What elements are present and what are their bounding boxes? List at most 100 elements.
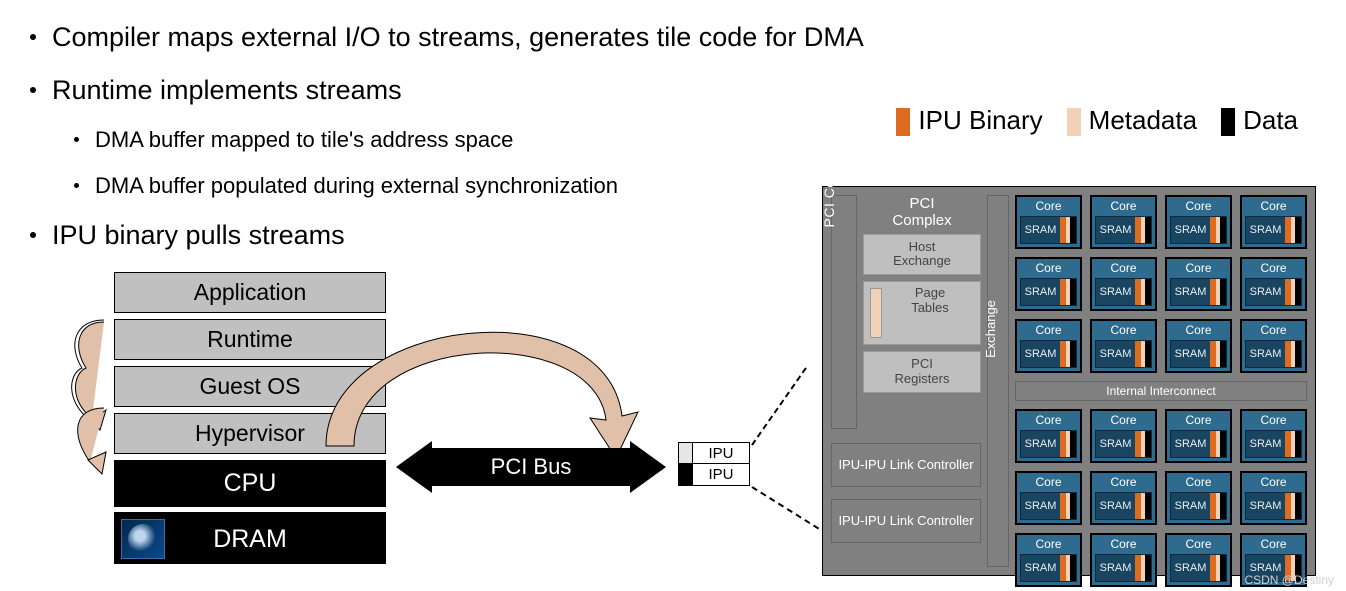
tile: CoreSRAM xyxy=(1090,471,1157,525)
tile: CoreSRAM xyxy=(1090,257,1157,311)
slide: { "bullets": { "b1": "Compiler maps exte… xyxy=(0,0,1346,591)
ipu-link-controller-2: IPU-IPU Link Controller xyxy=(831,499,981,543)
tile: Core SRAM xyxy=(1015,471,1082,525)
tile-stripe-data xyxy=(1220,493,1226,519)
tile-sram: SRAM xyxy=(1095,492,1152,520)
legend-label-0: IPU Binary xyxy=(918,105,1042,135)
ipu-block-diagram: PCI Controller PCI Complex Host Exchange… xyxy=(822,186,1316,576)
legend-item-0: IPU Binary xyxy=(896,105,1042,136)
bullet-3-text: IPU binary pulls streams xyxy=(52,220,345,250)
curly-arrow-bottom xyxy=(60,404,118,494)
tile: CoreSRAM xyxy=(1165,319,1232,373)
tile-stripe-data xyxy=(1070,493,1076,519)
tile-stripe-data xyxy=(1295,279,1301,305)
tile-stripe-data xyxy=(1070,431,1076,457)
tile-sram-label: SRAM xyxy=(1021,438,1060,450)
tile-sram-label: SRAM xyxy=(1171,224,1210,236)
bullet-2-text: Runtime implements streams xyxy=(52,75,402,105)
watermark: CSDN @Destiny xyxy=(1244,573,1334,587)
tile-core-label: Core xyxy=(1092,199,1155,213)
tile-core-label: Core xyxy=(1242,261,1305,275)
tile-core-label: Core xyxy=(1017,413,1080,427)
tile-sram-label: SRAM xyxy=(1021,500,1060,512)
tile-stripe-data xyxy=(1145,493,1151,519)
tile-sram: SRAM xyxy=(1170,492,1227,520)
tile: CoreSRAM xyxy=(1090,195,1157,249)
tile-sram-label: SRAM xyxy=(1171,286,1210,298)
dram-box: DRAM xyxy=(114,512,386,564)
tile-sram-label: SRAM xyxy=(1246,224,1285,236)
tile-row: CoreSRAMCoreSRAMCoreSRAMCoreSRAM xyxy=(1015,257,1307,311)
tile-sram: SRAM xyxy=(1020,554,1077,582)
bullet-2a-text: DMA buffer mapped to tile's address spac… xyxy=(95,127,513,152)
tile-core-label: Core xyxy=(1092,323,1155,337)
pci-bar: PCI Bus xyxy=(432,448,630,486)
tile-sram-label: SRAM xyxy=(1171,562,1210,574)
tile-stripe-data xyxy=(1145,279,1151,305)
tile-sram-label: SRAM xyxy=(1096,348,1135,360)
tile-core-label: Core xyxy=(1017,261,1080,275)
tile-core-label: Core xyxy=(1167,537,1230,551)
tile-core-label: Core xyxy=(1017,537,1080,551)
tile: CoreSRAM xyxy=(1090,533,1157,587)
tile-row: CoreSRAMCoreSRAMCoreSRAMCoreSRAM xyxy=(1015,319,1307,373)
pci-arrowhead-left xyxy=(396,441,432,493)
pci-complex-group: PCI Complex Host Exchange Page Tables PC… xyxy=(863,195,981,429)
tile-stripe-data xyxy=(1145,555,1151,581)
pci-label: PCI Bus xyxy=(491,454,572,479)
tile-sram-label: SRAM xyxy=(1246,500,1285,512)
legend-swatch-0 xyxy=(896,108,910,136)
internal-interconnect: Internal Interconnect xyxy=(1015,381,1307,401)
tile-sram: SRAM xyxy=(1020,430,1077,458)
tile-row: CoreSRAMCoreSRAMCoreSRAMCoreSRAM xyxy=(1015,195,1307,249)
tile: Core SRAM xyxy=(1165,257,1232,311)
tile-core-label: Core xyxy=(1242,323,1305,337)
tile-core-label: Core xyxy=(1092,261,1155,275)
tile-core-label: Core xyxy=(1167,475,1230,489)
tile: Core SRAM xyxy=(1165,471,1232,525)
pci-registers-box: PCI Registers xyxy=(863,351,981,393)
tile: CoreSRAM xyxy=(1240,471,1307,525)
tile-sram: SRAM xyxy=(1170,216,1227,244)
ipu-small-label-0: IPU xyxy=(693,443,749,463)
legend-label-2: Data xyxy=(1243,105,1298,135)
tile-sram: SRAM xyxy=(1020,216,1077,244)
tile-core-label: Core xyxy=(1167,261,1230,275)
tile-grid: Core SRAM Core SRAM Core SRAM Core SRAM Core SRAM… xyxy=(1015,195,1307,567)
tile-core-label: Core xyxy=(1242,537,1305,551)
tile-core-label: Core xyxy=(1017,323,1080,337)
host-exchange-box: Host Exchange xyxy=(863,234,981,276)
tile-stripe-data xyxy=(1220,555,1226,581)
legend: IPU Binary Metadata Data xyxy=(896,105,1298,136)
tile: Core SRAM xyxy=(1015,533,1082,587)
tile-core-label: Core xyxy=(1092,537,1155,551)
tile-sram: SRAM xyxy=(1095,430,1152,458)
tile-core-label: Core xyxy=(1017,475,1080,489)
ipu-link-controller-1: IPU-IPU Link Controller xyxy=(831,443,981,487)
tile-stripe-data xyxy=(1145,217,1151,243)
pci-controller-label: PCI Controller xyxy=(821,115,837,245)
tile-sram-label: SRAM xyxy=(1021,348,1060,360)
tile-core-label: Core xyxy=(1242,413,1305,427)
tile-sram: SRAM xyxy=(1245,492,1302,520)
tile-sram: SRAM xyxy=(1170,340,1227,368)
tile-sram: SRAM xyxy=(1245,216,1302,244)
bullet-1-text: Compiler maps external I/O to streams, g… xyxy=(52,22,864,52)
tile-sram-label: SRAM xyxy=(1246,286,1285,298)
tile-stripe-data xyxy=(1220,279,1226,305)
tile-sram: SRAM xyxy=(1170,554,1227,582)
tile-stripe-data xyxy=(1070,217,1076,243)
tile-stripe-data xyxy=(1070,555,1076,581)
tile: Core SRAM xyxy=(1015,257,1082,311)
legend-item-1: Metadata xyxy=(1067,105,1197,136)
tile-core-label: Core xyxy=(1017,199,1080,213)
tile-core-label: Core xyxy=(1167,199,1230,213)
pci-arrowhead-right xyxy=(630,441,666,493)
bullet-1: Compiler maps external I/O to streams, g… xyxy=(52,18,1306,57)
tile-sram: SRAM xyxy=(1020,278,1077,306)
tile-sram: SRAM xyxy=(1245,278,1302,306)
tile: Core SRAM xyxy=(1090,319,1157,373)
tile-core-label: Core xyxy=(1242,199,1305,213)
cpu-box: CPU xyxy=(114,460,386,507)
tile-sram-label: SRAM xyxy=(1096,438,1135,450)
